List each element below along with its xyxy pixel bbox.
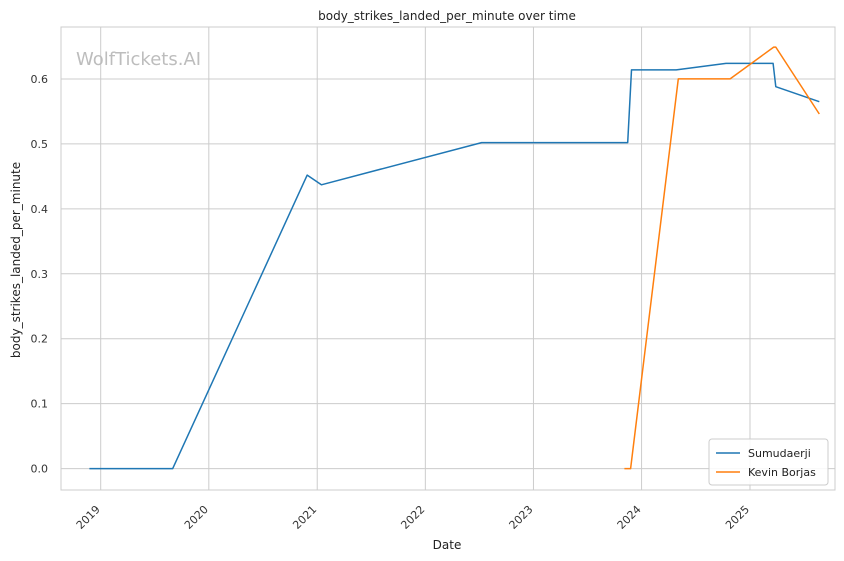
y-tick-label: 0.4	[31, 203, 49, 216]
legend-box	[708, 438, 829, 486]
y-tick-label: 0.5	[31, 138, 49, 151]
y-tick-label: 0.3	[31, 268, 49, 281]
plot-area-frame	[60, 26, 836, 491]
watermark-logo: WolfTickets.AI	[76, 49, 201, 70]
y-tick-label: 0.1	[31, 398, 49, 411]
chart-title: body_strikes_landed_per_minute over time	[318, 9, 576, 23]
y-tick-label: 0.2	[31, 333, 49, 346]
legend-label-kevin-borjas: Kevin Borjas	[748, 466, 816, 479]
x-axis-title: Date	[433, 538, 462, 552]
y-tick-label: 0.0	[31, 463, 49, 476]
series-line-sumudaerji	[89, 62, 820, 470]
series-line-kevin-borjas	[624, 46, 820, 470]
y-tick-labels: 0.0 0.1 0.2 0.3 0.4 0.5 0.6	[31, 73, 49, 476]
legend: Sumudaerji Kevin Borjas	[708, 438, 829, 486]
y-tick-label: 0.6	[31, 73, 49, 86]
y-axis-title: body_strikes_landed_per_minute	[9, 162, 23, 358]
grid-lines	[61, 27, 835, 490]
series-layer	[89, 46, 820, 470]
legend-label-sumudaerji: Sumudaerji	[748, 447, 811, 460]
